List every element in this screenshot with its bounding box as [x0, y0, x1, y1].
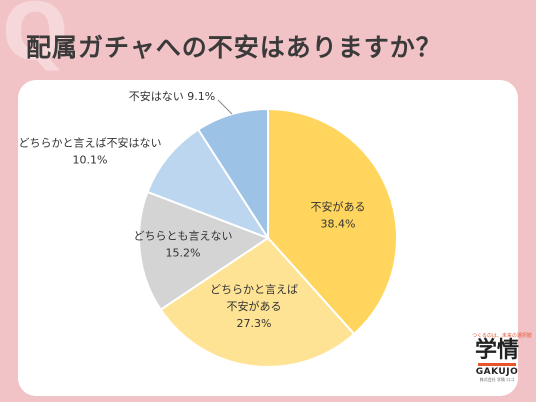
logo-subtext: 株式会社 学情 ロゴ — [479, 377, 515, 383]
slice-label-4-line-2: 10.1% — [73, 154, 108, 167]
slice-label-4-line-1: どちらかと言えば不安はない — [19, 136, 162, 150]
slice-label-2-line-3: 27.3% — [237, 317, 272, 330]
logo-main-text: 学情 — [474, 338, 519, 363]
pie-slice-4 — [146, 128, 271, 241]
leader-line-5 — [217, 99, 233, 115]
slice-label-1-line-1: 不安がある — [311, 200, 366, 214]
page-title: 配属ガチャへの不安はありますか？ — [26, 33, 442, 62]
slice-label-2-line-2: 不安がある — [227, 299, 282, 313]
slice-label-2-line-1: どちらかと言えば — [210, 283, 298, 296]
logo-en-text: GAKUJO — [475, 367, 519, 378]
pie-slice-1 — [267, 107, 398, 336]
pie-slice-3 — [138, 190, 271, 311]
slice-label-3-line-2: 15.2% — [166, 247, 201, 260]
logo-tagline: つくるのは、未来の選択肢 — [472, 333, 532, 339]
q-watermark: Q — [2, 0, 69, 78]
slice-label-5-line-1: 不安はない 9.1% — [129, 89, 215, 103]
gakujo-logo: つくるのは、未来の選択肢 学情 GAKUJO 株式会社 学情 ロゴ — [472, 332, 532, 383]
slice-label-3-line-1: どちらとも言えない — [134, 230, 233, 243]
slice-label-1-line-2: 38.4% — [321, 218, 356, 231]
logo-accent-bar — [478, 363, 516, 367]
pie-slice-2 — [159, 236, 356, 368]
